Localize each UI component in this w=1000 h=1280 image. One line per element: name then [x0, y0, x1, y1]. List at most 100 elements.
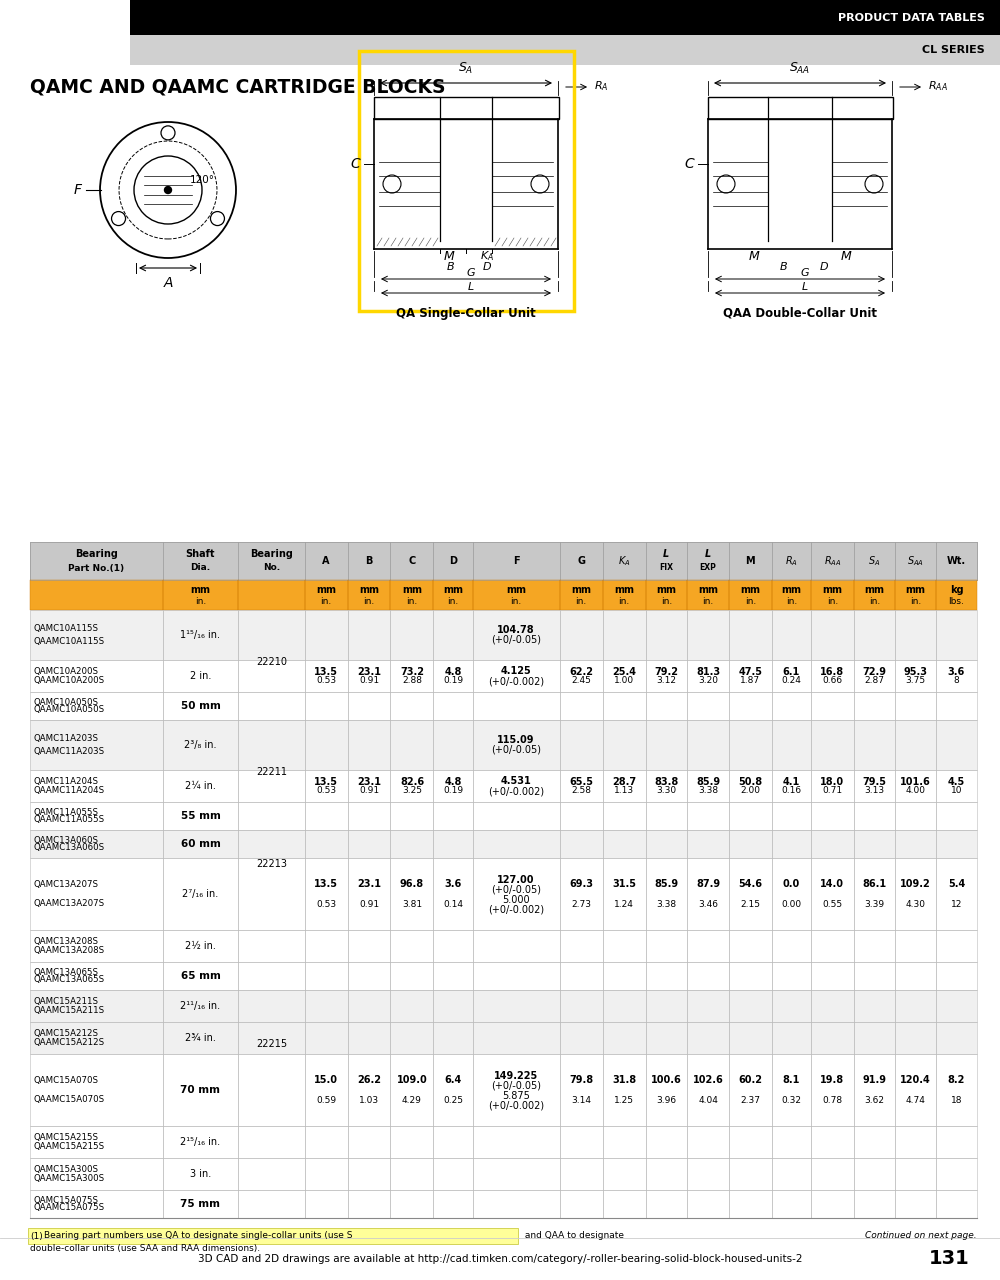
Bar — [163, 963, 238, 989]
Bar — [560, 541, 603, 580]
Bar — [560, 1053, 603, 1126]
Text: 73.2: 73.2 — [400, 667, 424, 677]
Text: Dia.: Dia. — [190, 563, 211, 572]
Text: C: C — [684, 157, 694, 172]
Bar — [895, 858, 936, 931]
Text: mm: mm — [905, 585, 925, 595]
Bar — [687, 541, 729, 580]
Text: QAMC15A212S: QAMC15A212S — [33, 1029, 98, 1038]
Text: L: L — [705, 549, 711, 559]
Text: QAMC15A211S: QAMC15A211S — [33, 997, 98, 1006]
Bar — [811, 931, 854, 963]
Bar — [895, 541, 936, 580]
Bar — [305, 580, 348, 611]
Text: 3.6: 3.6 — [444, 879, 462, 888]
Text: D: D — [449, 556, 457, 566]
Bar — [433, 719, 473, 771]
Text: in.: in. — [363, 596, 375, 605]
Bar — [30, 1190, 163, 1219]
Text: in.: in. — [827, 596, 838, 605]
Text: 0.14: 0.14 — [443, 900, 463, 909]
Bar — [238, 931, 305, 963]
Bar — [687, 580, 729, 611]
Bar — [895, 611, 936, 660]
Bar — [0, 1238, 1000, 1280]
Text: B: B — [365, 556, 373, 566]
Bar — [348, 660, 390, 692]
Bar — [646, 1158, 687, 1190]
Bar — [390, 541, 433, 580]
Text: mm: mm — [781, 585, 801, 595]
Bar — [687, 989, 729, 1021]
Bar — [560, 989, 603, 1021]
Text: QAMC15A075S: QAMC15A075S — [33, 1196, 98, 1204]
Bar — [348, 858, 390, 931]
Bar — [936, 692, 977, 719]
Bar — [473, 771, 560, 803]
Text: 3.62: 3.62 — [864, 1096, 884, 1105]
Text: 1.24: 1.24 — [614, 900, 634, 909]
Bar — [603, 719, 646, 771]
Text: 83.8: 83.8 — [654, 777, 679, 786]
Bar — [811, 1126, 854, 1158]
Bar — [854, 660, 895, 692]
Bar — [238, 803, 305, 829]
Bar — [772, 989, 811, 1021]
Text: 22210: 22210 — [256, 657, 287, 667]
Text: QAAMC10A050S: QAAMC10A050S — [33, 705, 104, 714]
Text: C: C — [350, 157, 360, 172]
Text: 91.9: 91.9 — [862, 1075, 886, 1085]
Text: 109.2: 109.2 — [900, 879, 931, 888]
Bar — [560, 580, 603, 611]
Text: in.: in. — [745, 596, 756, 605]
Bar — [603, 858, 646, 931]
Bar — [473, 692, 560, 719]
Text: mm: mm — [190, 585, 210, 595]
Text: 6.4: 6.4 — [444, 1075, 462, 1085]
Text: 0.0: 0.0 — [783, 879, 800, 888]
Text: 0.53: 0.53 — [316, 900, 336, 909]
Bar — [811, 829, 854, 858]
Bar — [390, 803, 433, 829]
Bar — [30, 963, 163, 989]
Bar — [305, 829, 348, 858]
Text: 3.96: 3.96 — [656, 1096, 676, 1105]
Text: 120.4: 120.4 — [900, 1075, 931, 1085]
Bar — [30, 989, 977, 1021]
Bar — [895, 963, 936, 989]
Text: 87.9: 87.9 — [696, 879, 720, 888]
Text: 131: 131 — [929, 1249, 970, 1268]
Bar — [348, 1158, 390, 1190]
Text: Bearing: Bearing — [250, 549, 293, 559]
Text: 55 mm: 55 mm — [181, 812, 220, 820]
Bar — [30, 692, 977, 719]
Text: 22213: 22213 — [256, 859, 287, 869]
Bar — [30, 660, 163, 692]
Bar — [729, 1158, 772, 1190]
Bar — [729, 771, 772, 803]
Text: 2¹¹/₁₆ in.: 2¹¹/₁₆ in. — [180, 1001, 221, 1011]
Text: No.: No. — [263, 563, 280, 572]
Text: mm: mm — [506, 585, 526, 595]
Bar — [646, 931, 687, 963]
Text: 0.55: 0.55 — [822, 900, 842, 909]
Text: $R_{AA}$: $R_{AA}$ — [928, 79, 948, 93]
Text: 0.59: 0.59 — [316, 1096, 336, 1105]
Text: 28.7: 28.7 — [612, 777, 636, 786]
Text: in.: in. — [447, 596, 459, 605]
Bar — [603, 1053, 646, 1126]
Text: in.: in. — [618, 596, 630, 605]
Bar — [348, 1053, 390, 1126]
Text: 65 mm: 65 mm — [181, 972, 220, 980]
Text: 15.0: 15.0 — [314, 1075, 338, 1085]
Text: 50.8: 50.8 — [738, 777, 762, 786]
Text: 0.71: 0.71 — [822, 786, 842, 795]
Bar — [687, 611, 729, 660]
Bar — [238, 829, 305, 858]
Text: 3.75: 3.75 — [905, 676, 926, 685]
Bar — [646, 1021, 687, 1053]
Text: 85.9: 85.9 — [654, 879, 678, 888]
Bar — [854, 963, 895, 989]
Bar — [772, 660, 811, 692]
Bar — [603, 989, 646, 1021]
